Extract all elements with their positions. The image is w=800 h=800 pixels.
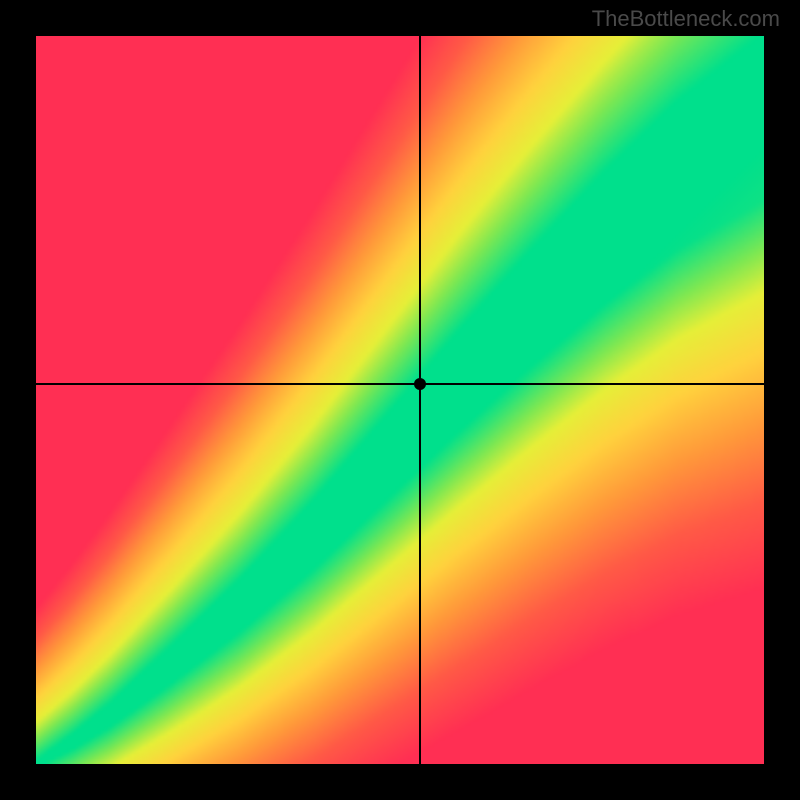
watermark-text: TheBottleneck.com: [592, 6, 780, 32]
heatmap-canvas: [36, 36, 764, 764]
crosshair-vertical: [419, 36, 421, 764]
heatmap-plot: [36, 36, 764, 764]
crosshair-horizontal: [36, 383, 764, 385]
crosshair-marker: [414, 378, 426, 390]
